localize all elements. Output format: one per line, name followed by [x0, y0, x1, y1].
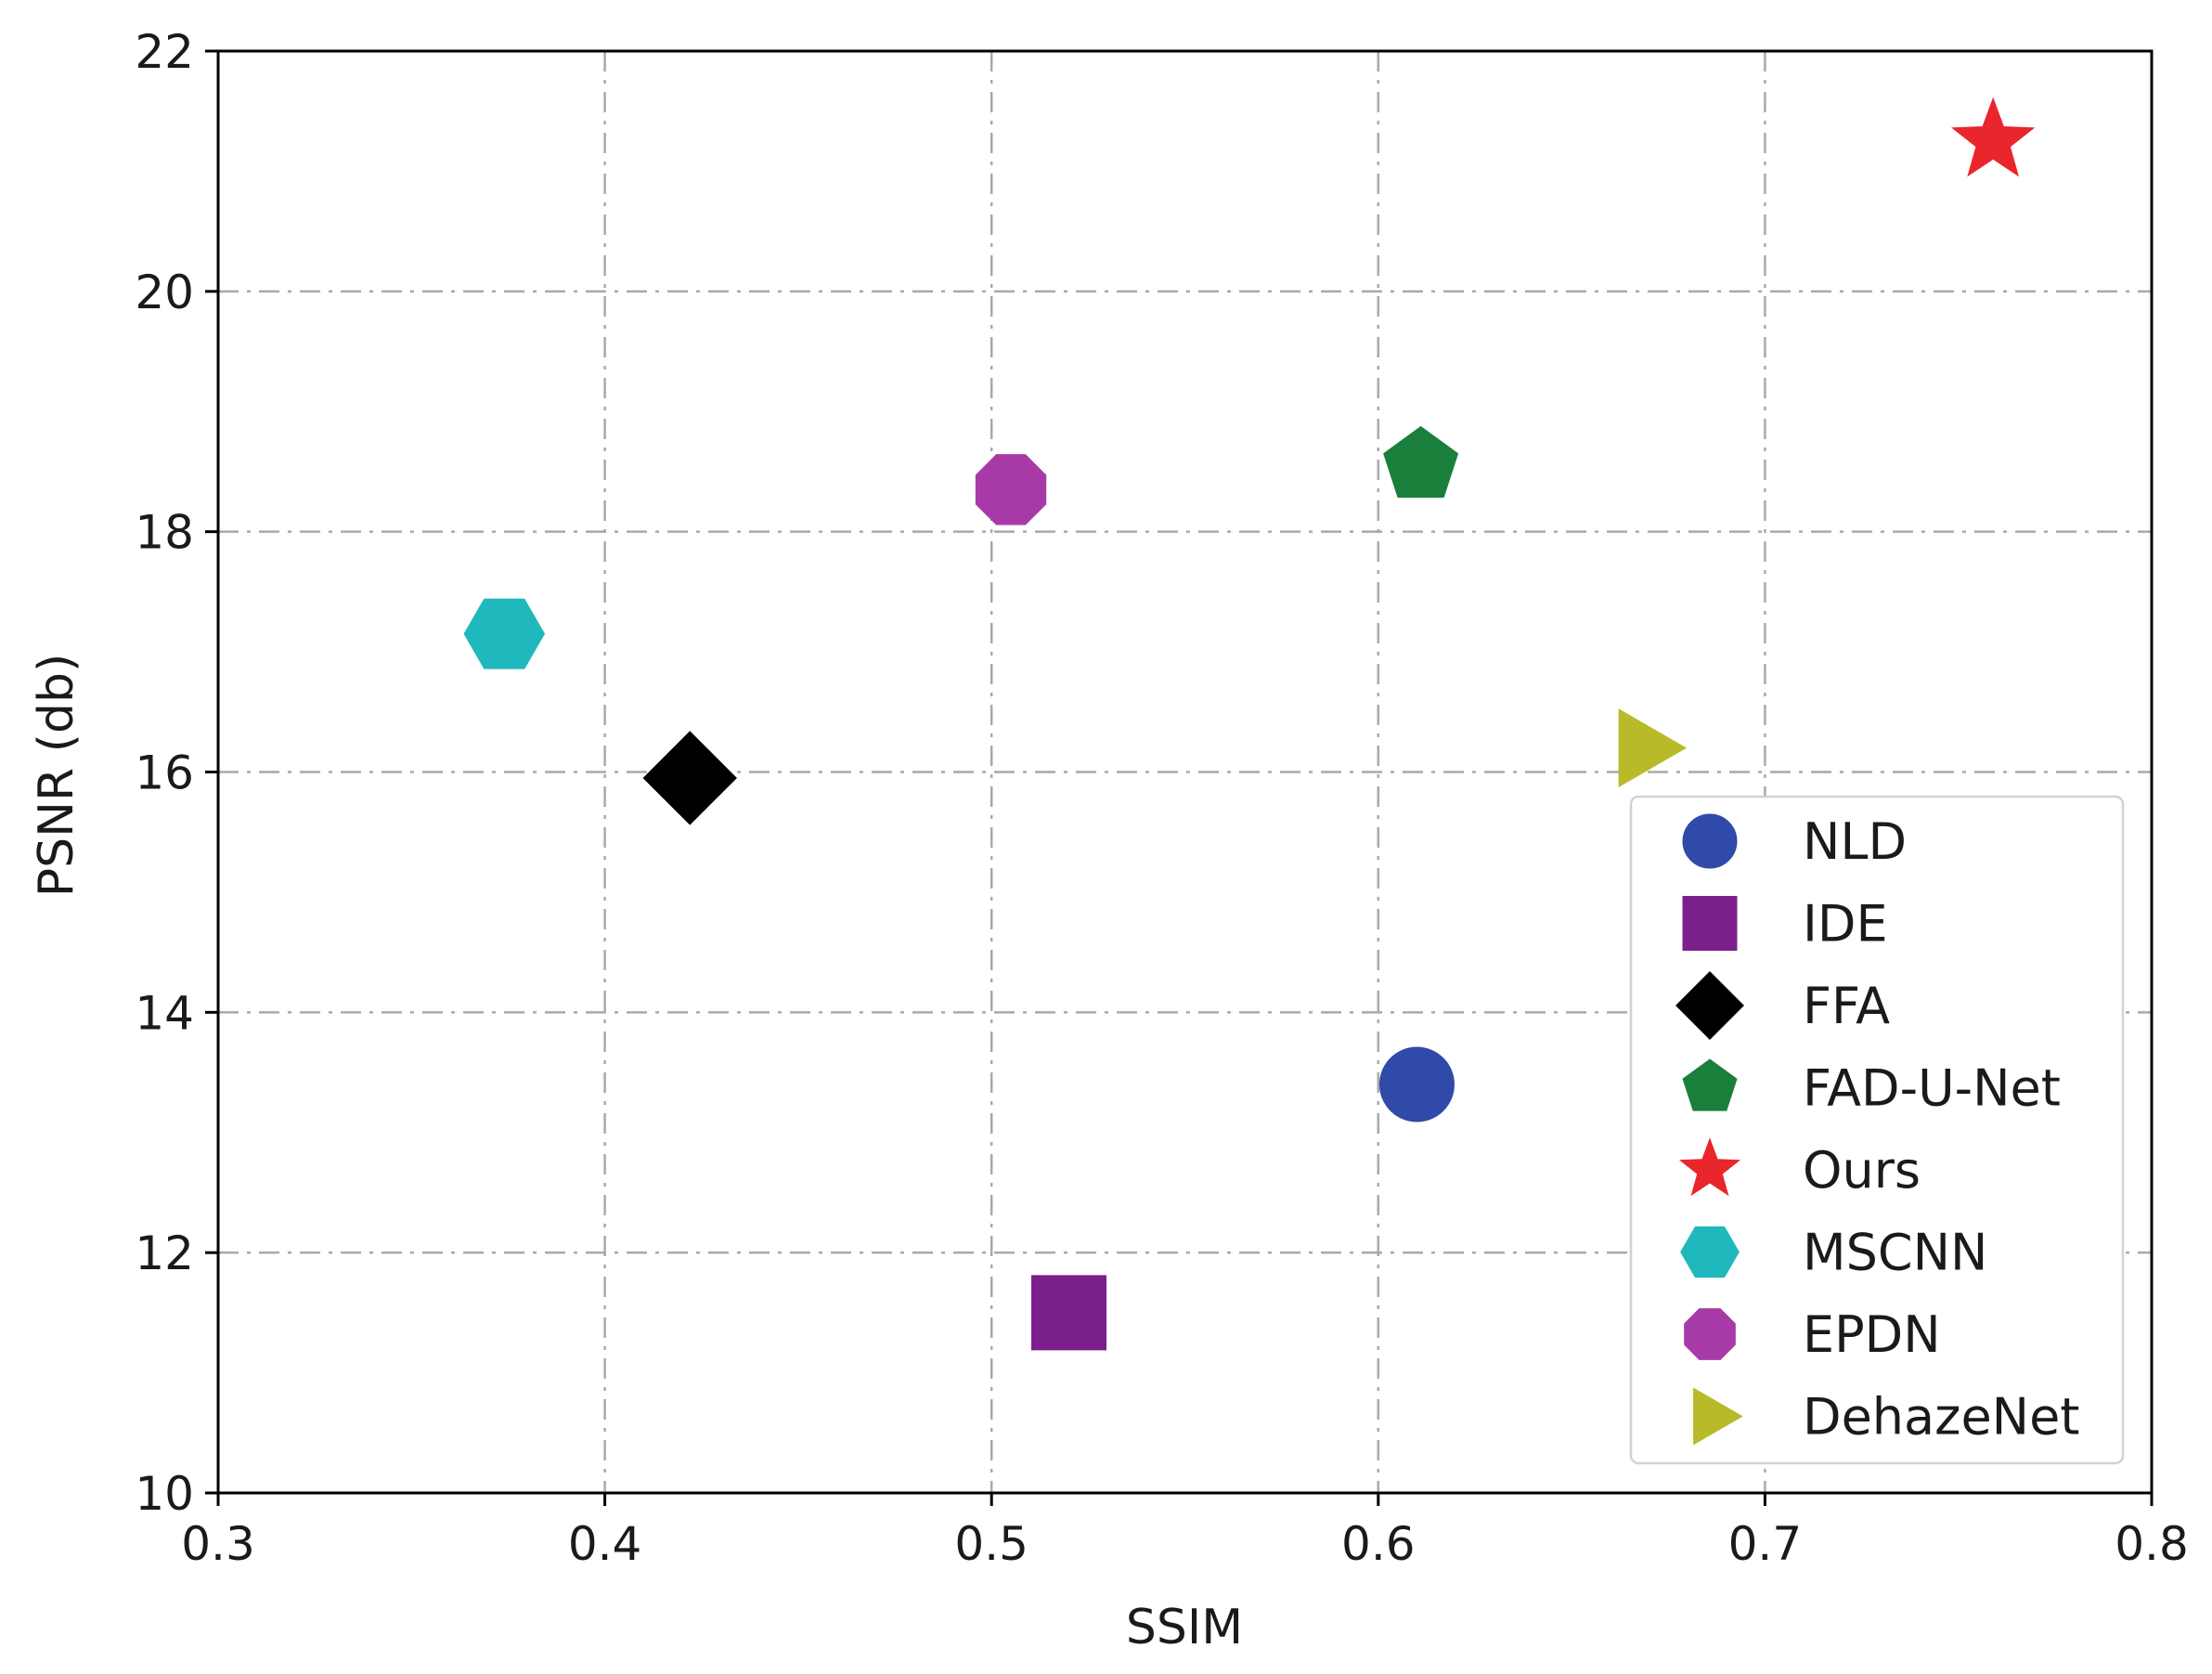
- marker-layer: [463, 97, 2036, 1351]
- x-tick-label: 0.3: [181, 1517, 255, 1571]
- y-tick-label: 12: [135, 1226, 194, 1280]
- legend-label-epdn: EPDN: [1803, 1305, 1941, 1364]
- legend-marker-dehazenet: [1693, 1387, 1743, 1446]
- point-ffa-shape: [642, 731, 737, 825]
- legend-label-nld: NLD: [1803, 812, 1907, 871]
- x-axis-label: SSIM: [1126, 1600, 1243, 1655]
- point-nld: [1378, 1046, 1455, 1122]
- x-tick-label: 0.4: [568, 1517, 642, 1571]
- y-tick-label: 18: [135, 506, 194, 560]
- y-tick-label: 16: [135, 746, 194, 800]
- legend-label-ide: IDE: [1803, 895, 1888, 954]
- legend-marker-mscnn-shape: [1680, 1226, 1740, 1278]
- point-dehazenet: [1618, 708, 1688, 788]
- legend-label-ffa: FFA: [1803, 977, 1890, 1035]
- legend-box: [1629, 795, 2125, 1465]
- legend-marker-ffa-shape: [1675, 971, 1744, 1040]
- legend-marker-nld-shape: [1682, 813, 1738, 869]
- point-nld-shape: [1378, 1046, 1455, 1122]
- x-tick-label: 0.6: [1341, 1517, 1416, 1571]
- point-epdn: [975, 454, 1047, 526]
- x-tick-label: 0.7: [1728, 1517, 1803, 1571]
- legend-marker-ide-shape: [1682, 896, 1738, 951]
- x-tick-label: 0.5: [954, 1517, 1028, 1571]
- point-fad-u-net-shape: [1383, 425, 1459, 498]
- legend-marker-mscnn: [1680, 1226, 1740, 1278]
- point-mscnn-shape: [463, 598, 546, 669]
- y-tick-label: 14: [135, 986, 194, 1040]
- legend-marker-ours: [1678, 1137, 1741, 1197]
- point-fad-u-net: [1383, 425, 1459, 498]
- legend-marker-ours-shape: [1678, 1137, 1741, 1197]
- legend-marker-epdn-shape: [1684, 1308, 1736, 1360]
- legend: NLD IDE FFA FAD-U-Net Ours MSCNN EPDN DehazeNet: [1629, 795, 2125, 1465]
- legend-marker-ffa: [1675, 971, 1744, 1040]
- legend-marker-dehazenet-shape: [1693, 1387, 1743, 1446]
- legend-label-mscnn: MSCNN: [1803, 1224, 1987, 1282]
- point-dehazenet-shape: [1618, 708, 1688, 788]
- point-ide: [1031, 1275, 1107, 1351]
- y-axis-label: PSNR (db): [29, 654, 84, 898]
- point-ours: [1951, 97, 2036, 177]
- legend-marker-fad-u-net-shape: [1682, 1058, 1738, 1111]
- x-tick-label: 0.8: [2115, 1517, 2189, 1571]
- point-ffa: [642, 731, 737, 825]
- legend-marker-fad-u-net: [1682, 1058, 1738, 1111]
- legend-marker-ide: [1682, 896, 1738, 951]
- legend-label-ours: Ours: [1803, 1141, 1921, 1200]
- y-tick-label: 22: [135, 25, 194, 79]
- y-tick-label: 20: [135, 266, 194, 319]
- legend-marker-nld: [1682, 813, 1738, 869]
- point-ours-shape: [1951, 97, 2036, 177]
- legend-label-fad-u-net: FAD-U-Net: [1803, 1059, 2061, 1118]
- y-tick-label: 10: [135, 1467, 194, 1521]
- axis-layer: 0.3 0.4 0.5 0.6 0.7 0.8 10 12 14 16 18 20 22: [135, 25, 2188, 1571]
- point-mscnn: [463, 598, 546, 669]
- legend-marker-epdn: [1684, 1308, 1736, 1360]
- point-epdn-shape: [975, 454, 1047, 526]
- legend-label-dehazenet: DehazeNet: [1803, 1388, 2079, 1447]
- point-ide-shape: [1031, 1275, 1107, 1351]
